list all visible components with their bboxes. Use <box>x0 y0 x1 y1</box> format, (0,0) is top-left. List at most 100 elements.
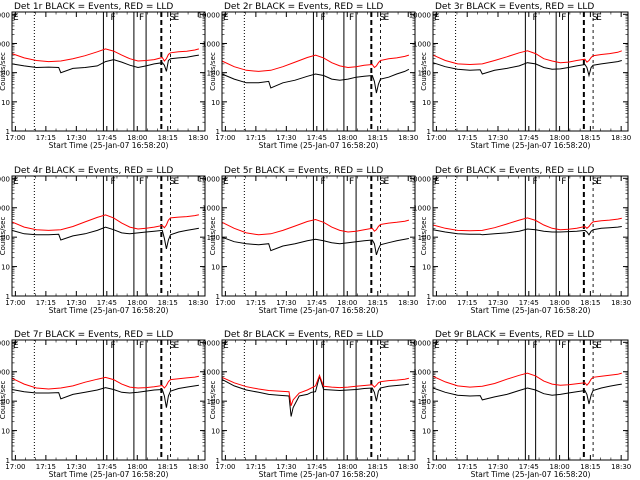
chart-panel-7: Det 7r BLACK = Events, RED = LLD Counts/s… <box>0 330 208 479</box>
marker-letter: S <box>379 341 385 351</box>
x-tick-label: 18:00 <box>549 134 569 142</box>
plot-frame <box>221 175 416 297</box>
y-tick-label: 100 <box>0 70 10 78</box>
marker-letter: S <box>592 341 598 351</box>
marker-letter: E <box>13 341 19 351</box>
y-tick-label: 100 <box>418 234 431 242</box>
y-tick-label: 10 <box>1 99 10 107</box>
marker-letter: F <box>349 341 354 351</box>
y-tick-label: 1 <box>427 128 431 136</box>
x-tick-label: 17:30 <box>276 463 296 471</box>
x-axis-label: Start Time (25-Jan-07 16:58:20) <box>49 470 169 479</box>
chart-title: Det 5r BLACK = Events, RED = LLD <box>224 166 383 176</box>
x-tick-label: 18:30 <box>611 463 631 471</box>
y-tick-label: 10000 <box>198 11 220 19</box>
chart-title: Det 6r BLACK = Events, RED = LLD <box>435 166 594 176</box>
x-tick-label: 17:00 <box>5 134 25 142</box>
y-tick-label: 10 <box>211 264 220 272</box>
marker-letter: F <box>111 13 116 23</box>
series-line-lld <box>221 54 410 72</box>
y-tick-label: 1000 <box>202 369 220 377</box>
series-line-events <box>11 54 199 74</box>
marker-letter: E <box>223 13 229 23</box>
x-tick-label: 17:45 <box>519 134 539 142</box>
marker-letter: E <box>596 341 602 351</box>
y-tick-label: 10 <box>211 99 220 107</box>
x-tick-label: 17:30 <box>66 463 86 471</box>
marker-letter: F <box>111 341 116 351</box>
x-tick-label: 18:30 <box>611 299 631 307</box>
y-tick-label: 1 <box>216 457 220 465</box>
y-axis-label: Counts/sec <box>0 381 7 420</box>
series-line-events <box>221 68 410 94</box>
plot-frame <box>432 11 629 132</box>
marker-letter: E <box>434 177 440 187</box>
y-axis-label: Counts/sec <box>209 52 217 91</box>
marker-letter: E <box>223 177 229 187</box>
x-tick-label: 18:15 <box>580 134 600 142</box>
plot-frame <box>432 339 629 461</box>
series-line-lld <box>221 373 410 406</box>
x-tick-label: 18:30 <box>398 463 418 471</box>
y-tick-label: 100 <box>418 398 431 406</box>
x-axis-label: Start Time (25-Jan-07 16:58:20) <box>49 141 169 150</box>
marker-letter: F <box>139 177 144 187</box>
x-tick-label: 17:15 <box>246 299 266 307</box>
marker-letter: E <box>434 13 440 23</box>
x-tick-label: 17:15 <box>246 463 266 471</box>
x-tick-label: 18:15 <box>158 299 178 307</box>
marker-letter: F <box>111 177 116 187</box>
marker-letter: E <box>173 177 179 187</box>
marker-letter: E <box>596 13 602 23</box>
marker-letter: E <box>383 177 389 187</box>
x-tick-label: 18:00 <box>337 463 357 471</box>
chart-panel-9: Det 9r BLACK = Events, RED = LLD Counts/s… <box>409 330 632 479</box>
x-axis-label: Start Time (25-Jan-07 16:58:20) <box>471 141 591 150</box>
series-line-events <box>11 384 199 408</box>
x-tick-label: 17:15 <box>457 299 477 307</box>
series-line-events <box>11 226 199 250</box>
chart-title: Det 4r BLACK = Events, RED = LLD <box>14 166 173 176</box>
series-line-lld <box>432 217 622 232</box>
x-tick-label: 17:30 <box>276 299 296 307</box>
y-tick-label: 1 <box>216 128 220 136</box>
x-tick-label: 18:00 <box>127 299 147 307</box>
x-tick-label: 18:30 <box>188 299 208 307</box>
plot-frame <box>11 339 206 461</box>
x-tick-label: 17:00 <box>5 299 25 307</box>
x-axis-label: Start Time (25-Jan-07 16:58:20) <box>259 306 379 315</box>
x-tick-label: 18:15 <box>158 134 178 142</box>
x-tick-label: 18:15 <box>158 463 178 471</box>
y-tick-label: 1 <box>427 457 431 465</box>
marker-letter: E <box>173 341 179 351</box>
x-tick-label: 18:00 <box>127 463 147 471</box>
x-tick-label: 18:30 <box>398 134 418 142</box>
y-tick-label: 1000 <box>413 40 431 48</box>
x-tick-label: 17:15 <box>36 134 56 142</box>
series-line-lld <box>432 50 622 66</box>
marker-letter: S <box>169 177 175 187</box>
y-tick-label: 1 <box>6 293 10 301</box>
x-tick-label: 17:00 <box>215 299 235 307</box>
x-tick-label: 18:00 <box>337 299 357 307</box>
y-tick-label: 100 <box>207 234 220 242</box>
marker-letter: S <box>592 177 598 187</box>
y-axis-label: Counts/sec <box>209 381 217 420</box>
series-line-lld <box>11 375 199 390</box>
chart-panel-4: Det 4r BLACK = Events, RED = LLD Counts/s… <box>0 166 208 315</box>
x-tick-label: 17:15 <box>36 299 56 307</box>
x-tick-label: 18:15 <box>580 299 600 307</box>
series-line-events <box>432 383 622 405</box>
x-tick-label: 18:30 <box>188 463 208 471</box>
x-tick-label: 17:30 <box>66 134 86 142</box>
x-tick-label: 17:30 <box>66 299 86 307</box>
x-tick-label: 18:00 <box>337 134 357 142</box>
x-tick-label: 17:30 <box>488 134 508 142</box>
x-tick-label: 18:15 <box>580 463 600 471</box>
x-tick-label: 17:45 <box>307 463 327 471</box>
y-tick-label: 1 <box>427 293 431 301</box>
series-line-events <box>432 226 622 236</box>
y-tick-label: 10 <box>211 428 220 436</box>
y-tick-label: 10 <box>422 264 431 272</box>
